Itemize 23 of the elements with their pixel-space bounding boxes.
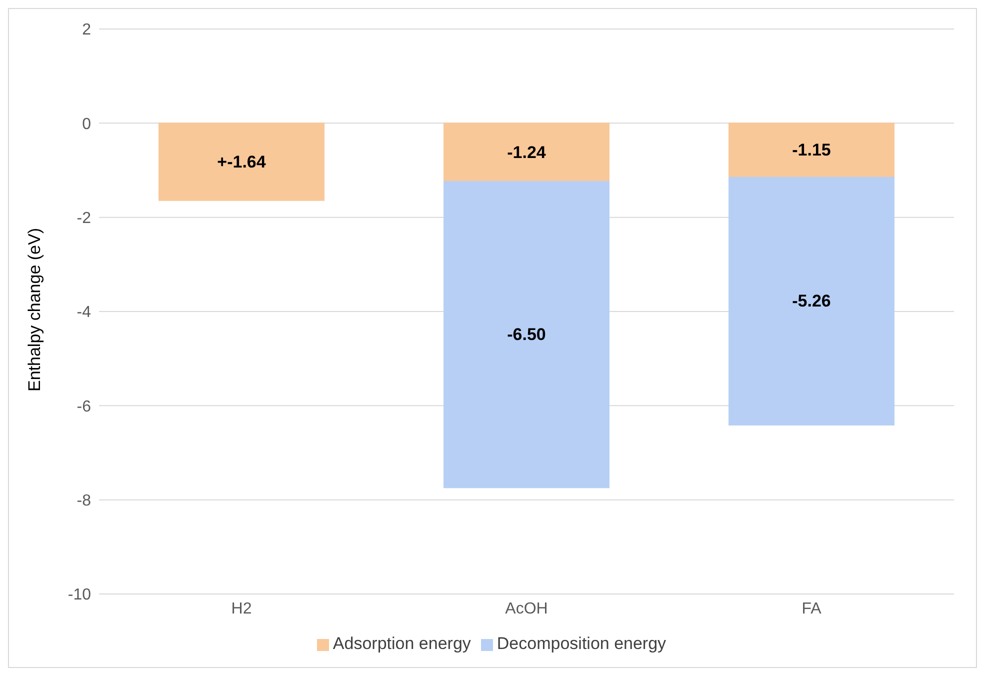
y-tick-label: -6: [76, 398, 92, 416]
y-tick-label: 2: [82, 22, 92, 39]
y-tick-label: -8: [76, 492, 92, 510]
bar: [728, 122, 894, 178]
data-label: +-1.64: [217, 152, 266, 172]
x-tick-label: H2: [231, 600, 252, 618]
data-label: -5.26: [792, 292, 831, 311]
y-axis-title: Enthalpy change (eV): [25, 228, 44, 392]
bar: [158, 122, 324, 201]
data-label: -1.15: [792, 140, 831, 160]
legend-label: Decomposition energy: [496, 634, 666, 653]
data-label: -6.50: [507, 325, 546, 344]
y-tick-label: -10: [68, 586, 92, 604]
legend-label: Adsorption energy: [332, 634, 471, 653]
y-tick-label: -2: [76, 210, 92, 228]
bar: [444, 181, 610, 488]
bar: [728, 176, 894, 426]
y-tick-label: -4: [76, 304, 92, 322]
data-label: -1.24: [507, 142, 546, 162]
bar: [444, 122, 610, 182]
y-tick-label: 0: [82, 116, 92, 133]
x-tick-label: AcOH: [505, 600, 548, 618]
x-tick-label: FA: [802, 600, 822, 618]
